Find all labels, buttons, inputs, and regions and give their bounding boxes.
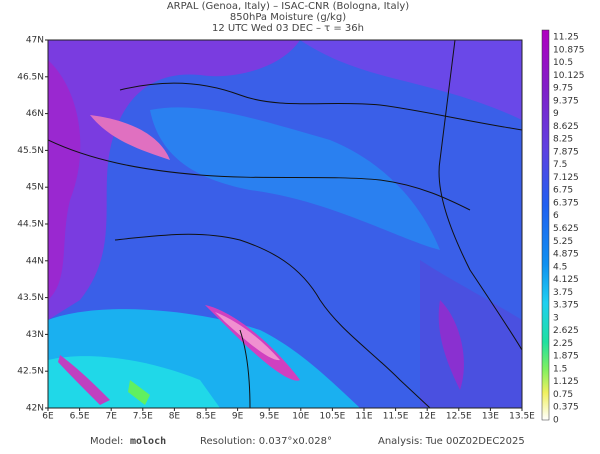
lat-label: 43N xyxy=(26,330,44,340)
lon-label: 9E xyxy=(232,412,244,422)
lat-label: 45.5N xyxy=(17,146,44,156)
lat-label: 46.5N xyxy=(17,72,44,82)
header-line: 12 UTC Wed 03 DEC – τ = 36h xyxy=(212,23,364,34)
lat-label: 46N xyxy=(26,109,44,119)
colorbar-label: 10.125 xyxy=(553,71,585,81)
colorbar-label: 9.375 xyxy=(553,96,579,106)
colorbar-label: 7.5 xyxy=(553,160,567,170)
lon-label: 11.5E xyxy=(383,412,409,422)
colorbar-label: 2.25 xyxy=(553,339,573,349)
lon-label: 12E xyxy=(419,412,436,422)
colorbar-label: 9 xyxy=(553,109,559,119)
lon-label: 10E xyxy=(292,412,309,422)
footer-model: moloch xyxy=(130,436,166,447)
footer-analysis: Analysis: Tue 00Z02DEC2025 xyxy=(378,436,525,447)
colorbar-label: 1.125 xyxy=(553,377,579,387)
colorbar-label: 10.875 xyxy=(553,45,585,55)
colorbar-label: 3.375 xyxy=(553,301,579,311)
footer-resolution: Resolution: 0.037°x0.028° xyxy=(200,436,332,447)
colorbar xyxy=(541,29,550,421)
lat-label: 44.5N xyxy=(17,220,44,230)
colorbar-label: 6 xyxy=(553,211,559,221)
colorbar-label: 8.25 xyxy=(553,135,573,145)
lon-label: 7.5E xyxy=(133,412,153,422)
lon-label: 9.5E xyxy=(259,412,279,422)
colorbar-label: 10.5 xyxy=(553,58,573,68)
colorbar-label: 7.875 xyxy=(553,147,579,157)
lon-label: 11E xyxy=(355,412,372,422)
colorbar-label: 5.25 xyxy=(553,237,573,247)
colorbar-label: 2.625 xyxy=(553,326,579,336)
colorbar-label: 4.875 xyxy=(553,250,579,260)
colorbar-label: 4.5 xyxy=(553,262,567,272)
lat-label: 42.5N xyxy=(17,367,44,377)
header-line: ARPAL (Genoa, Italy) – ISAC-CNR (Bologna… xyxy=(167,1,409,12)
lat-label: 47N xyxy=(26,36,44,46)
lon-label: 10.5E xyxy=(320,412,346,422)
colorbar-label: 5.625 xyxy=(553,224,579,234)
lat-label: 44N xyxy=(26,256,44,266)
lon-label: 7E xyxy=(105,412,117,422)
lon-label: 8.5E xyxy=(196,412,216,422)
colorbar-label: 1.875 xyxy=(553,352,579,362)
lon-label: 6.5E xyxy=(70,412,90,422)
colorbar-label: 0.375 xyxy=(553,403,579,413)
lon-label: 6E xyxy=(42,412,54,422)
colorbar-label: 7.125 xyxy=(553,173,579,183)
colorbar-label: 0.75 xyxy=(553,390,573,400)
lon-label: 8E xyxy=(169,412,181,422)
colorbar-label: 1.5 xyxy=(553,364,567,374)
colorbar-label: 8.625 xyxy=(553,122,579,132)
colorbar-label: 6.375 xyxy=(553,198,579,208)
header-line: 850hPa Moisture (g/kg) xyxy=(230,12,346,23)
lat-label: 42N xyxy=(26,404,44,414)
colorbar-label: 3.75 xyxy=(553,288,573,298)
colorbar-label: 9.75 xyxy=(553,84,573,94)
lon-label: 13.5E xyxy=(509,412,535,422)
lon-label: 13E xyxy=(482,412,499,422)
colorbar-label: 3 xyxy=(553,313,559,323)
coastlines xyxy=(48,40,522,408)
colorbar-label: 4.125 xyxy=(553,275,579,285)
colorbar-label: 6.75 xyxy=(553,186,573,196)
map-field xyxy=(48,40,522,408)
footer-model-label: Model: xyxy=(90,436,123,447)
colorbar-label: 0 xyxy=(553,416,559,426)
lat-label: 43.5N xyxy=(17,293,44,303)
colorbar-label: 11.25 xyxy=(553,33,579,43)
lat-label: 45N xyxy=(26,183,44,193)
lon-label: 12.5E xyxy=(446,412,472,422)
